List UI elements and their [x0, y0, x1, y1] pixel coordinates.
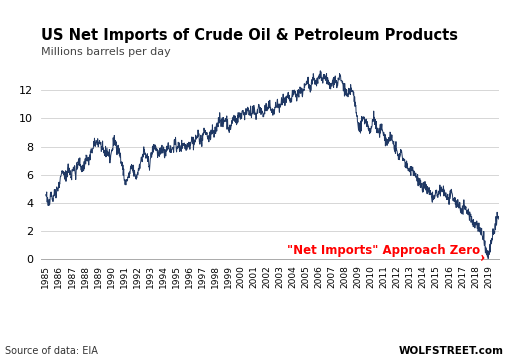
Text: US Net Imports of Crude Oil & Petroleum Products: US Net Imports of Crude Oil & Petroleum …: [41, 28, 458, 43]
Text: Millions barrels per day: Millions barrels per day: [41, 47, 171, 57]
Text: WOLFSTREET.com: WOLFSTREET.com: [399, 346, 504, 356]
Text: "Net Imports" Approach Zero: "Net Imports" Approach Zero: [287, 244, 484, 260]
Text: Source of data: EIA: Source of data: EIA: [5, 346, 98, 356]
